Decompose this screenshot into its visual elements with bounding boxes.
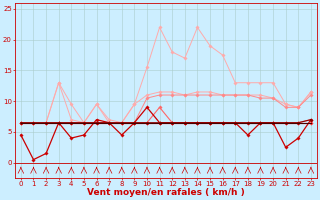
X-axis label: Vent moyen/en rafales ( km/h ): Vent moyen/en rafales ( km/h ) [87,188,245,197]
